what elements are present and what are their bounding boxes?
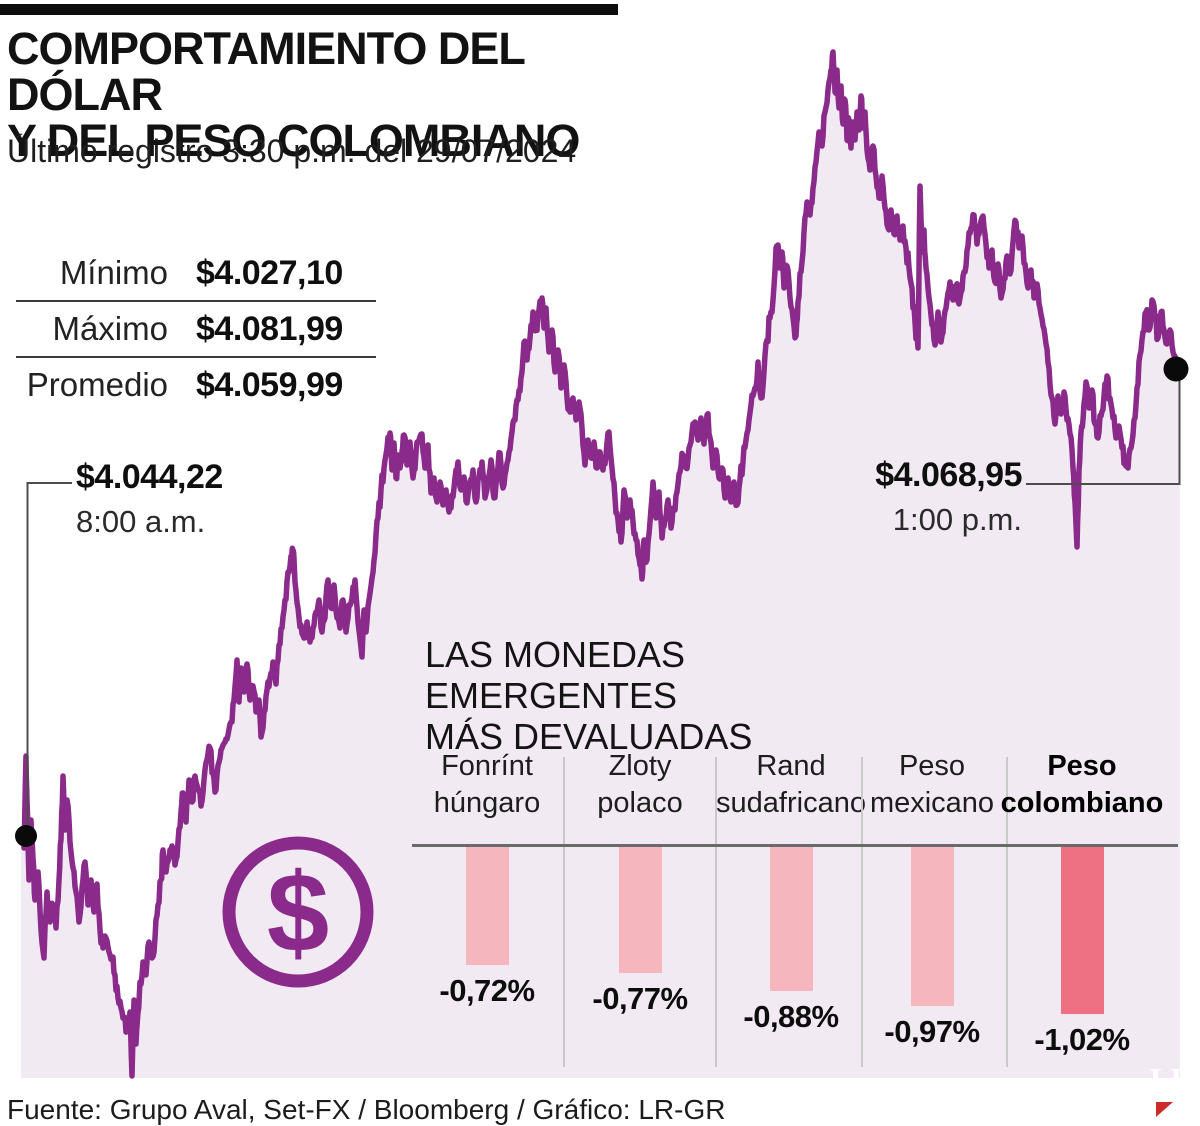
stat-label-max: Máximo bbox=[52, 310, 168, 347]
devaluation-bar bbox=[769, 847, 813, 991]
svg-text:$: $ bbox=[267, 850, 329, 975]
start-annotation-value: $4.044,22 bbox=[76, 458, 223, 496]
inset-column-divider bbox=[714, 757, 717, 1067]
stat-label-min: Mínimo bbox=[59, 254, 168, 291]
stat-label-avg: Promedio bbox=[26, 366, 168, 403]
page-title: COMPORTAMIENTO DEL DÓLAR Y DEL PESO COLO… bbox=[7, 26, 647, 164]
devaluation-bar bbox=[910, 847, 954, 1006]
devaluation-value: -1,02% bbox=[1034, 1022, 1130, 1057]
devaluation-bar bbox=[618, 847, 662, 973]
page-subtitle: Último registro 3:30 p.m. del 29/07/2024 bbox=[7, 133, 577, 169]
source-credit: Fuente: Grupo Aval, Set-FX / Bloomberg /… bbox=[7, 1094, 726, 1125]
stat-row-avg: Promedio $4.059,99 bbox=[16, 358, 376, 412]
start-point-dot bbox=[15, 825, 37, 847]
devaluation-value: -0,77% bbox=[592, 981, 688, 1016]
end-annotation: $4.068,95 1:00 p.m. bbox=[818, 456, 1022, 538]
inset-title: LAS MONEDAS EMERGENTES MÁS DEVALUADAS bbox=[425, 634, 945, 757]
lr-logo-text: LR bbox=[1149, 1061, 1194, 1096]
inset-column-divider bbox=[562, 757, 565, 1067]
inset-column-divider bbox=[860, 757, 863, 1067]
page-title-line2: Y DEL PESO COLOMBIANO bbox=[7, 115, 580, 166]
dollar-coin-icon: $ bbox=[222, 836, 374, 988]
inset-title-line2: MÁS DEVALUADAS bbox=[425, 716, 753, 757]
top-accent-bar bbox=[0, 4, 618, 15]
inset-column-divider bbox=[1006, 757, 1008, 1067]
inset-title-line1: LAS MONEDAS EMERGENTES bbox=[425, 634, 686, 716]
devaluation-value: -0,97% bbox=[884, 1014, 980, 1049]
currency-label: Peso colombiano bbox=[1000, 750, 1164, 819]
stat-row-max: Máximo $4.081,99 bbox=[16, 302, 376, 358]
devaluation-value: -0,72% bbox=[439, 973, 535, 1008]
currency-label: Rand sudafricano bbox=[716, 750, 866, 819]
lr-logo-tail bbox=[1156, 1102, 1173, 1117]
end-annotation-connector bbox=[1026, 380, 1181, 485]
end-point-dot bbox=[1163, 356, 1189, 382]
currency-label: Peso mexicano bbox=[869, 750, 995, 819]
page-title-line1: COMPORTAMIENTO DEL DÓLAR bbox=[7, 23, 525, 120]
stat-value-max: $4.081,99 bbox=[196, 309, 343, 348]
price-line bbox=[21, 49, 1179, 1079]
start-annotation-time: 8:00 a.m. bbox=[76, 504, 206, 539]
stats-table: Mínimo $4.027,10 Máximo $4.081,99 Promed… bbox=[16, 246, 376, 412]
lr-logo: LR bbox=[1145, 1053, 1198, 1105]
end-annotation-value: $4.068,95 bbox=[875, 456, 1022, 494]
stat-value-min: $4.027,10 bbox=[196, 253, 343, 292]
bar-chart-baseline bbox=[412, 844, 1178, 847]
end-annotation-time: 1:00 p.m. bbox=[892, 502, 1022, 537]
stat-value-avg: $4.059,99 bbox=[196, 365, 343, 404]
start-annotation: $4.044,22 8:00 a.m. bbox=[76, 458, 336, 540]
devaluation-bar bbox=[465, 847, 509, 965]
devaluation-bar bbox=[1060, 847, 1104, 1014]
stat-row-min: Mínimo $4.027,10 bbox=[16, 246, 376, 302]
devaluation-value: -0,88% bbox=[743, 999, 839, 1034]
start-annotation-connector bbox=[26, 482, 72, 826]
line-chart-area-fill bbox=[21, 52, 1180, 1078]
currency-label: Zloty polaco bbox=[597, 750, 683, 819]
currency-label: Fonrínt húngaro bbox=[433, 750, 541, 819]
